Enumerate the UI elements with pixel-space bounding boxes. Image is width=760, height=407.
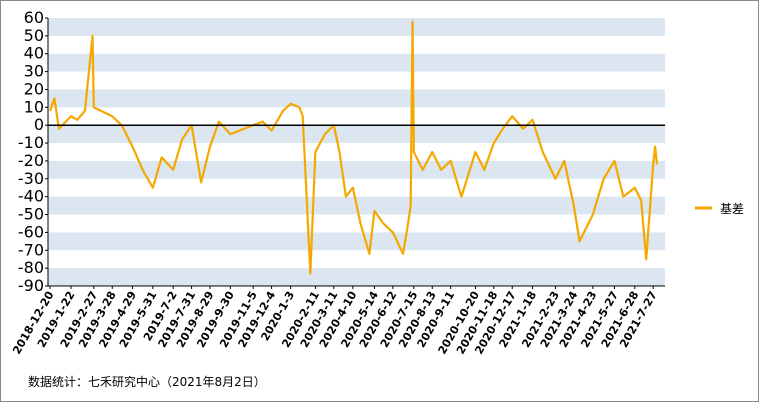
line bbox=[48, 20, 659, 275]
grid-band bbox=[48, 125, 665, 144]
y-tick-label: 10 bbox=[24, 97, 44, 116]
grid-band bbox=[48, 89, 665, 108]
grid-band bbox=[48, 268, 665, 286]
y-tick-label: -10 bbox=[18, 133, 44, 152]
legend-label: 基差 bbox=[720, 202, 744, 216]
grid-band bbox=[48, 53, 665, 72]
y-tick-label: -30 bbox=[18, 169, 44, 188]
grid-band bbox=[48, 18, 665, 36]
y-tick-label: -70 bbox=[18, 240, 44, 259]
y-tick-label: -80 bbox=[18, 258, 44, 277]
plot bbox=[48, 20, 659, 275]
y-tick-label: 30 bbox=[24, 62, 44, 81]
note: 数据统计：七禾研究中心（2021年8月2日） bbox=[28, 374, 266, 389]
y-tick-label: 60 bbox=[24, 8, 44, 27]
y-tick-label: -90 bbox=[18, 276, 44, 295]
y-tick-label: 20 bbox=[24, 79, 44, 98]
y-tick-label: 50 bbox=[24, 26, 44, 45]
y-tick-label: -40 bbox=[18, 187, 44, 206]
grid-band bbox=[48, 232, 665, 251]
y-tick-label: 40 bbox=[24, 44, 44, 63]
y-tick-label: 0 bbox=[34, 115, 44, 134]
y-tick-label: -20 bbox=[18, 151, 44, 170]
y-tick-label: -50 bbox=[18, 205, 44, 224]
y-tick-label: -60 bbox=[18, 222, 44, 241]
